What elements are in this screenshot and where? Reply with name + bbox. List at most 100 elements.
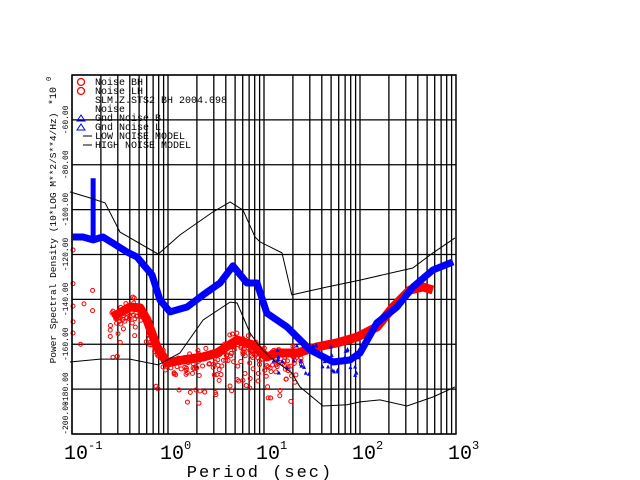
legend-label: SLM.Z.STS2 BH 2004.098 (95, 96, 227, 107)
gnd-noise-marker (275, 357, 280, 362)
noise-marker (224, 352, 230, 358)
noise-marker (178, 366, 184, 372)
legend-label: HIGH NOISE MODEL (95, 141, 191, 152)
noise-marker (247, 375, 253, 381)
noise-marker (255, 355, 261, 361)
noise-marker (162, 367, 168, 373)
noise-marker (231, 347, 237, 353)
noise-marker (90, 308, 96, 314)
x-tick-exp: 3 (472, 439, 479, 453)
noise-marker (247, 385, 253, 391)
legend-label: Gnd Noise B (95, 113, 161, 125)
gnd-noise-marker (353, 372, 358, 377)
noise-marker (195, 348, 201, 354)
noise-marker (70, 281, 76, 287)
x-tick-base: 10 (160, 443, 184, 466)
y-multiplier-exp: 0 (46, 77, 54, 81)
gnd-noise-marker (332, 369, 337, 374)
x-tick-base: 10 (64, 443, 88, 466)
noise-marker (234, 377, 240, 383)
noise-marker (288, 398, 294, 404)
noise-marker (132, 324, 138, 330)
noise-marker (194, 365, 200, 371)
noise-marker (243, 382, 249, 388)
noise-marker (242, 353, 248, 359)
noise-marker (263, 373, 269, 379)
grid (71, 74, 456, 435)
gnd-noise-marker (355, 355, 360, 360)
noise-marker (187, 389, 193, 395)
gnd-noise-marker (329, 344, 334, 349)
y-tick-label: -60.00 (62, 105, 71, 134)
noise-marker (70, 303, 76, 309)
gnd-noise-marker (311, 343, 316, 348)
legend-circle-icon (76, 77, 86, 87)
noise-marker (242, 371, 248, 377)
x-tick-exp: 0 (184, 439, 191, 453)
gnd-noise-marker (294, 343, 299, 348)
noise-marker (211, 372, 217, 378)
legend-label: Noise BH (95, 77, 143, 89)
noise-marker (277, 393, 283, 399)
y-tick-label: -80.00 (62, 150, 71, 179)
gnd-noise-marker (348, 365, 353, 370)
noise-marker (247, 360, 253, 366)
noise-marker (229, 388, 235, 394)
gnd-noise-marker (335, 358, 340, 363)
noise-marker (273, 369, 279, 375)
gnd-noise-marker (322, 359, 327, 364)
noise-marker (215, 357, 221, 363)
gnd-noise-marker (298, 358, 303, 363)
noise-marker (117, 339, 123, 345)
gnd-noise-marker (302, 364, 307, 369)
x-tick-base: 10 (352, 443, 376, 466)
gnd-noise-marker (291, 358, 296, 363)
noise-marker (265, 384, 271, 390)
noise-marker (90, 287, 96, 293)
legend-label: Gnd Noise L (95, 122, 161, 134)
noise-marker (132, 333, 138, 339)
gnd-noise-marker (314, 343, 319, 348)
noise-marker (107, 323, 113, 329)
noise-marker (132, 316, 138, 322)
noise-marker (203, 345, 209, 351)
noise-marker (184, 399, 190, 405)
noise-marker (202, 389, 208, 395)
x-tick-label: 10-1 (64, 439, 102, 466)
noise-marker (228, 350, 234, 356)
y-axis-title: Power Spectral Density (10*LOG M**2/S**4… (48, 113, 59, 364)
noise-marker (223, 357, 229, 363)
legend-circle-icon (76, 86, 86, 96)
noise-marker (107, 327, 113, 333)
noise-marker (262, 367, 268, 373)
gnd-noise-marker (354, 370, 359, 375)
x-tick-label: 101 (256, 439, 287, 466)
noise-marker (176, 387, 182, 393)
noise-marker (225, 357, 231, 363)
noise-marker (213, 392, 219, 398)
noise-marker (120, 326, 126, 332)
gnd-noise-marker (344, 359, 349, 364)
noise-marker (277, 387, 283, 393)
noise-marker (267, 365, 273, 371)
y-multiplier-base: *10 (48, 87, 60, 105)
y-tick-label: -140.00 (62, 282, 71, 316)
gnd-noise-marker (306, 371, 311, 376)
y-tick-label: -200.00 (62, 401, 71, 435)
x-tick-exp: 1 (280, 439, 287, 453)
noise-marker (193, 387, 199, 393)
noise-marker (107, 333, 113, 339)
noise-marker (183, 371, 189, 377)
noise-marker (284, 358, 290, 364)
y-tick-label: -120.00 (62, 238, 71, 272)
noise-marker (231, 359, 237, 365)
legend-triangle-icon (76, 123, 86, 131)
gnd-noise-marker (276, 354, 281, 359)
gnd-noise-marker (275, 348, 280, 353)
noise-marker (216, 367, 222, 373)
noise-marker (126, 316, 132, 322)
x-tick-base: 10 (448, 443, 472, 466)
y-multiplier: *10 0 (46, 77, 60, 105)
